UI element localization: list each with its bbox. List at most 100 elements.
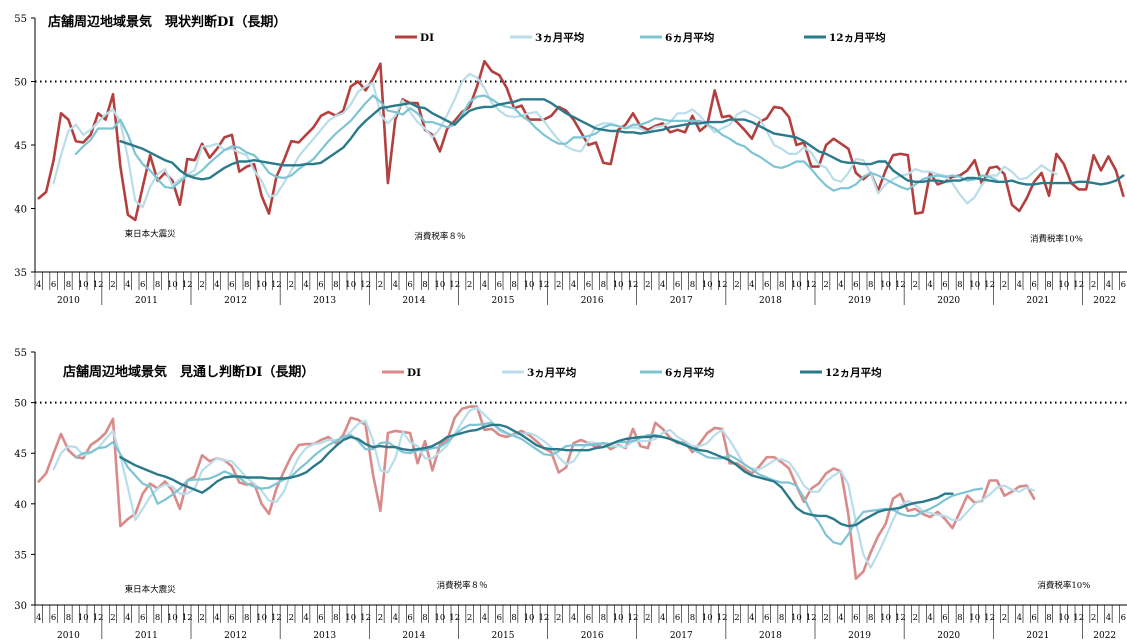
x-month-label: 4 (393, 613, 398, 623)
x-month-label: 10 (969, 280, 980, 290)
annotation-label: 東日本大震災 (125, 584, 177, 595)
x-month-label: 12 (717, 613, 728, 623)
y-tick-label: 55 (14, 14, 27, 25)
x-month-label: 6 (586, 280, 591, 290)
x-month-label: 8 (601, 613, 606, 623)
x-month-label: 8 (1046, 613, 1051, 623)
x-year-label: 2019 (848, 296, 871, 306)
x-month-label: 12 (93, 280, 104, 290)
x-month-label: 10 (969, 613, 980, 623)
y-tick-label: 50 (14, 399, 27, 410)
y-tick-label: 30 (14, 601, 27, 612)
x-month-label: 10 (613, 613, 624, 623)
x-month-label: 2 (556, 280, 561, 290)
series-line-3 (74, 421, 984, 546)
x-month-label: 10 (345, 613, 356, 623)
chart-title: 店舗周辺地域景気 現状判断DI（長期） (48, 14, 286, 30)
x-month-label: 4 (838, 280, 843, 290)
x-year-label: 2016 (581, 631, 604, 639)
x-month-label: 4 (214, 280, 219, 290)
x-month-label: 2 (823, 280, 828, 290)
x-month-label: 10 (256, 280, 267, 290)
x-year-label: 2016 (581, 296, 604, 306)
x-month-label: 8 (66, 280, 71, 290)
series-line-2 (52, 406, 1036, 569)
x-month-label: 4 (1106, 613, 1111, 623)
x-month-label: 4 (482, 280, 487, 290)
annotation-label: 東日本大震災 (125, 228, 177, 239)
x-month-label: 12 (182, 613, 193, 623)
x-month-label: 12 (538, 280, 549, 290)
x-month-label: 4 (125, 280, 130, 290)
x-month-label: 10 (880, 280, 891, 290)
x-month-label: 2 (645, 280, 650, 290)
x-month-label: 4 (571, 280, 576, 290)
x-month-label: 6 (764, 613, 769, 623)
x-month-label: 8 (779, 280, 784, 290)
x-month-label: 6 (1121, 613, 1126, 623)
x-month-label: 6 (1031, 280, 1036, 290)
series-line-4 (119, 98, 1125, 186)
legend-label: 12ヵ月平均 (829, 31, 886, 44)
x-month-label: 4 (749, 280, 754, 290)
x-month-label: 6 (407, 613, 412, 623)
x-year-label: 2014 (402, 296, 425, 306)
x-month-label: 2 (289, 280, 294, 290)
x-month-label: 12 (538, 613, 549, 623)
x-year-label: 2014 (402, 631, 425, 639)
x-month-label: 6 (675, 613, 680, 623)
x-year-label: 2021 (1026, 296, 1049, 306)
x-month-label: 8 (244, 613, 249, 623)
x-month-label: 10 (524, 613, 535, 623)
x-month-label: 12 (984, 613, 995, 623)
x-month-label: 8 (601, 280, 606, 290)
x-month-label: 4 (927, 613, 932, 623)
x-month-label: 10 (167, 613, 178, 623)
x-month-label: 6 (942, 280, 947, 290)
x-month-label: 12 (1073, 613, 1084, 623)
annotation-label: 消費税率10% (1030, 234, 1083, 245)
x-year-label: 2013 (313, 631, 336, 639)
x-year-label: 2022 (1093, 296, 1116, 306)
x-month-label: 4 (482, 613, 487, 623)
x-month-label: 2 (823, 613, 828, 623)
y-tick-label: 35 (14, 268, 27, 279)
x-month-label: 8 (511, 280, 516, 290)
y-tick-label: 55 (14, 348, 27, 359)
x-year-label: 2012 (224, 296, 247, 306)
x-month-label: 10 (78, 280, 89, 290)
x-month-label: 6 (497, 280, 502, 290)
x-month-label: 8 (422, 280, 427, 290)
x-month-label: 10 (702, 613, 713, 623)
x-year-label: 2018 (759, 631, 782, 639)
x-year-label: 2010 (57, 296, 80, 306)
x-year-label: 2022 (1093, 631, 1116, 639)
x-month-label: 2 (378, 280, 383, 290)
x-month-label: 6 (51, 613, 56, 623)
x-month-label: 2 (734, 280, 739, 290)
x-month-label: 10 (702, 280, 713, 290)
legend-label: 6ヵ月平均 (665, 31, 714, 44)
x-month-label: 6 (942, 613, 947, 623)
x-month-label: 10 (791, 613, 802, 623)
legend-label: 6ヵ月平均 (665, 366, 714, 379)
x-month-label: 2 (378, 613, 383, 623)
x-month-label: 2 (1002, 613, 1007, 623)
x-month-label: 8 (690, 280, 695, 290)
x-month-label: 8 (244, 280, 249, 290)
x-year-label: 2019 (848, 631, 871, 639)
x-month-label: 4 (660, 280, 665, 290)
x-year-label: 2021 (1026, 631, 1049, 639)
x-month-label: 8 (957, 280, 962, 290)
x-month-label: 8 (422, 613, 427, 623)
y-tick-label: 35 (14, 550, 27, 561)
x-month-label: 10 (256, 613, 267, 623)
legend-label: DI (420, 32, 434, 44)
x-month-label: 2 (556, 613, 561, 623)
x-month-label: 6 (1031, 613, 1036, 623)
x-month-label: 2 (467, 613, 472, 623)
x-month-label: 8 (1046, 280, 1051, 290)
x-month-label: 8 (66, 613, 71, 623)
